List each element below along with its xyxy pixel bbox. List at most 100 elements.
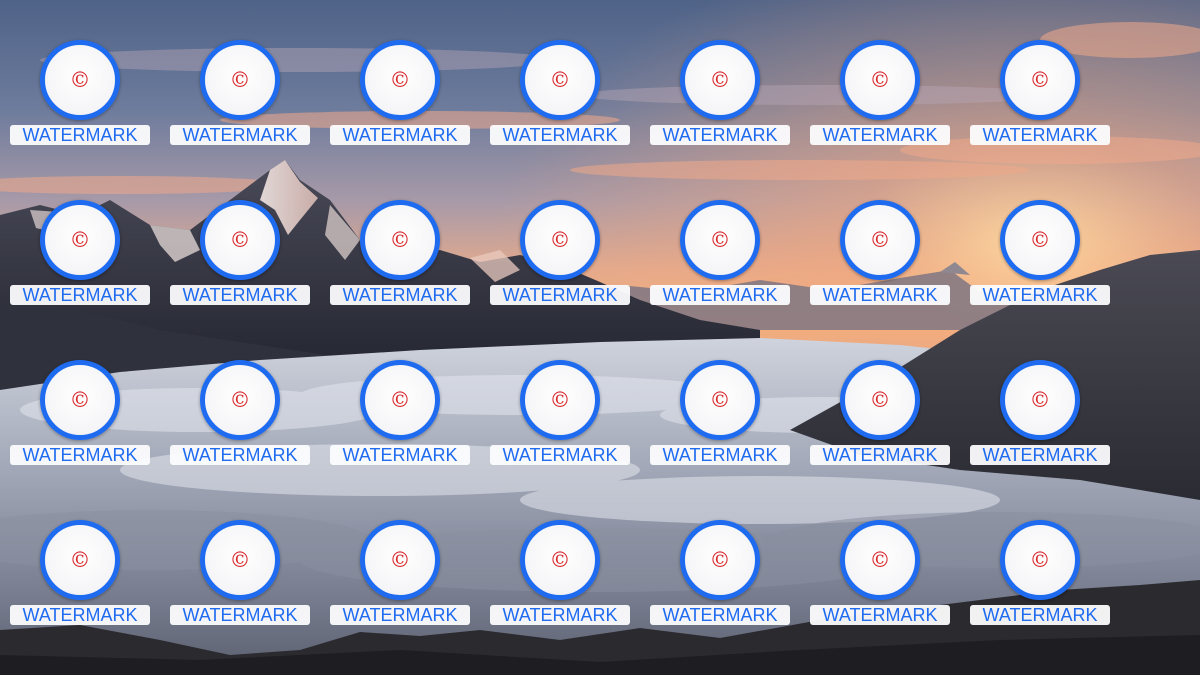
copyright-glyph: ©	[709, 387, 731, 412]
copyright-glyph: ©	[1029, 67, 1051, 92]
copyright-glyph: ©	[869, 227, 891, 252]
copyright-icon: ©	[520, 520, 600, 600]
desktop-icon[interactable]: © WATERMARK	[965, 520, 1115, 640]
desktop-icon-label: WATERMARK	[650, 285, 790, 305]
copyright-glyph: ©	[69, 227, 91, 252]
desktop-icon-label: WATERMARK	[170, 285, 310, 305]
desktop-icon-label: WATERMARK	[490, 445, 630, 465]
copyright-icon: ©	[360, 200, 440, 280]
desktop-icon-label: WATERMARK	[650, 605, 790, 625]
copyright-icon: ©	[840, 520, 920, 600]
copyright-glyph: ©	[1029, 227, 1051, 252]
desktop-icon[interactable]: © WATERMARK	[325, 360, 475, 480]
copyright-icon: ©	[1000, 360, 1080, 440]
desktop-icon[interactable]: © WATERMARK	[965, 40, 1115, 160]
desktop-icon[interactable]: © WATERMARK	[805, 40, 955, 160]
desktop-icon[interactable]: © WATERMARK	[645, 360, 795, 480]
copyright-glyph: ©	[549, 227, 571, 252]
copyright-icon: ©	[360, 360, 440, 440]
desktop-icon[interactable]: © WATERMARK	[485, 40, 635, 160]
copyright-glyph: ©	[709, 227, 731, 252]
desktop-icon-label: WATERMARK	[650, 125, 790, 145]
desktop-icon[interactable]: © WATERMARK	[5, 360, 155, 480]
desktop-icon[interactable]: © WATERMARK	[485, 200, 635, 320]
copyright-icon: ©	[40, 360, 120, 440]
copyright-glyph: ©	[1029, 547, 1051, 572]
copyright-icon: ©	[840, 200, 920, 280]
copyright-glyph: ©	[229, 227, 251, 252]
desktop-icon-label: WATERMARK	[170, 125, 310, 145]
desktop-icon[interactable]: © WATERMARK	[165, 200, 315, 320]
desktop-icon[interactable]: © WATERMARK	[325, 40, 475, 160]
copyright-glyph: ©	[69, 67, 91, 92]
desktop-icon[interactable]: © WATERMARK	[485, 520, 635, 640]
copyright-icon: ©	[360, 40, 440, 120]
copyright-icon: ©	[680, 520, 760, 600]
copyright-icon: ©	[200, 200, 280, 280]
copyright-glyph: ©	[229, 547, 251, 572]
copyright-glyph: ©	[869, 547, 891, 572]
desktop-icon[interactable]: © WATERMARK	[645, 40, 795, 160]
desktop-icon[interactable]: © WATERMARK	[325, 200, 475, 320]
copyright-icon: ©	[1000, 200, 1080, 280]
copyright-icon: ©	[40, 40, 120, 120]
desktop-icon-label: WATERMARK	[810, 445, 950, 465]
desktop-icon-label: WATERMARK	[330, 285, 470, 305]
copyright-icon: ©	[520, 200, 600, 280]
desktop-icon[interactable]: © WATERMARK	[805, 520, 955, 640]
desktop-icon-label: WATERMARK	[170, 445, 310, 465]
copyright-glyph: ©	[709, 67, 731, 92]
copyright-glyph: ©	[69, 387, 91, 412]
copyright-icon: ©	[40, 520, 120, 600]
copyright-icon: ©	[200, 40, 280, 120]
desktop-icon[interactable]: © WATERMARK	[5, 520, 155, 640]
copyright-glyph: ©	[229, 387, 251, 412]
copyright-glyph: ©	[389, 227, 411, 252]
copyright-glyph: ©	[549, 547, 571, 572]
desktop-icon-label: WATERMARK	[170, 605, 310, 625]
copyright-icon: ©	[840, 40, 920, 120]
desktop-icon[interactable]: © WATERMARK	[5, 40, 155, 160]
desktop-icon-label: WATERMARK	[10, 605, 150, 625]
copyright-icon: ©	[680, 360, 760, 440]
copyright-glyph: ©	[709, 547, 731, 572]
copyright-icon: ©	[200, 520, 280, 600]
desktop-icon[interactable]: © WATERMARK	[645, 520, 795, 640]
copyright-icon: ©	[520, 40, 600, 120]
copyright-icon: ©	[1000, 520, 1080, 600]
copyright-icon: ©	[360, 520, 440, 600]
copyright-icon: ©	[1000, 40, 1080, 120]
copyright-icon: ©	[840, 360, 920, 440]
desktop-icon-label: WATERMARK	[810, 285, 950, 305]
desktop-icon-label: WATERMARK	[330, 125, 470, 145]
copyright-glyph: ©	[1029, 387, 1051, 412]
desktop-icon-label: WATERMARK	[10, 285, 150, 305]
copyright-glyph: ©	[869, 67, 891, 92]
copyright-glyph: ©	[69, 547, 91, 572]
desktop-icon-label: WATERMARK	[490, 125, 630, 145]
copyright-glyph: ©	[869, 387, 891, 412]
desktop-icon[interactable]: © WATERMARK	[485, 360, 635, 480]
copyright-glyph: ©	[549, 67, 571, 92]
copyright-glyph: ©	[389, 547, 411, 572]
desktop-icon-label: WATERMARK	[810, 125, 950, 145]
desktop-icon-label: WATERMARK	[970, 285, 1110, 305]
copyright-icon: ©	[40, 200, 120, 280]
desktop-icon[interactable]: © WATERMARK	[965, 200, 1115, 320]
desktop-icon-label: WATERMARK	[10, 445, 150, 465]
desktop-icon[interactable]: © WATERMARK	[165, 40, 315, 160]
copyright-glyph: ©	[549, 387, 571, 412]
desktop-icon-label: WATERMARK	[970, 445, 1110, 465]
copyright-glyph: ©	[389, 67, 411, 92]
desktop-icon[interactable]: © WATERMARK	[805, 360, 955, 480]
desktop-icon[interactable]: © WATERMARK	[325, 520, 475, 640]
desktop-icon[interactable]: © WATERMARK	[645, 200, 795, 320]
desktop-icon[interactable]: © WATERMARK	[165, 520, 315, 640]
desktop-icon[interactable]: © WATERMARK	[965, 360, 1115, 480]
desktop-icon-label: WATERMARK	[10, 125, 150, 145]
desktop-icon[interactable]: © WATERMARK	[805, 200, 955, 320]
desktop-icon-label: WATERMARK	[970, 125, 1110, 145]
desktop-icon[interactable]: © WATERMARK	[5, 200, 155, 320]
desktop-icon[interactable]: © WATERMARK	[165, 360, 315, 480]
